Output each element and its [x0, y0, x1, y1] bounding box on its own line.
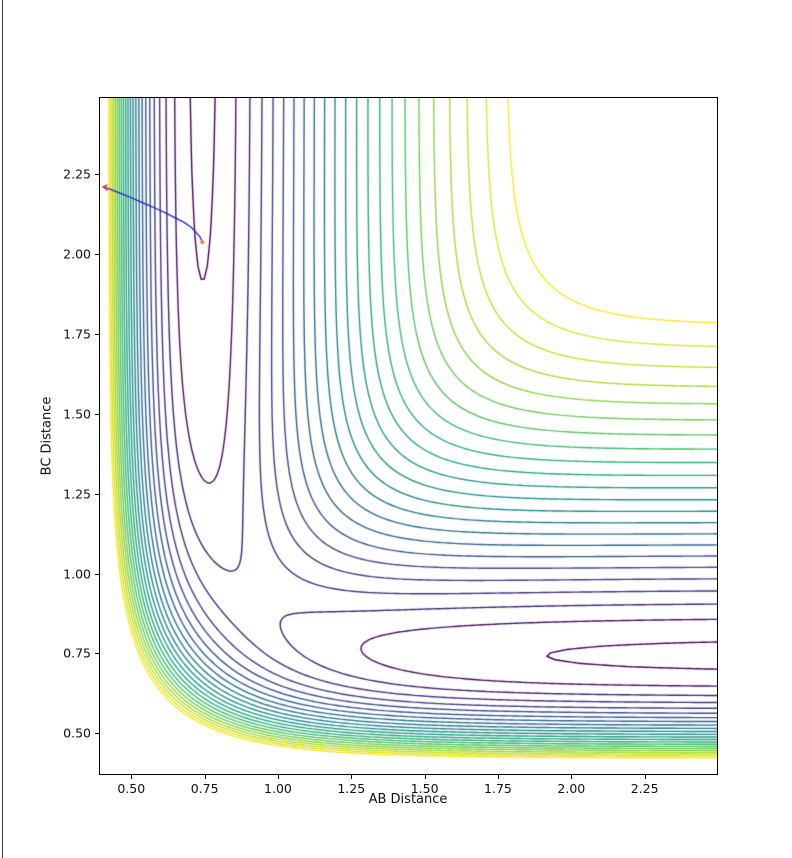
x-tick-mark — [571, 775, 573, 779]
y-tick-label: 1.50 — [63, 406, 91, 422]
contour-plot-canvas — [99, 97, 718, 775]
x-tick-label: 2.00 — [557, 781, 586, 796]
x-tick-mark — [277, 775, 279, 779]
y-tick-mark — [95, 413, 99, 415]
x-tick-label: 1.50 — [410, 781, 439, 796]
x-tick-label: 1.00 — [264, 781, 292, 796]
y-axis-label: BC Distance — [39, 396, 55, 476]
x-tick-label: 0.50 — [117, 781, 146, 796]
y-tick-label: 2.25 — [63, 166, 91, 182]
x-tick-label: 0.75 — [190, 781, 219, 796]
x-axis-label: AB Distance — [368, 792, 448, 807]
window-left-edge-line — [2, 0, 3, 858]
y-tick-mark — [95, 573, 99, 575]
y-tick-label: 0.50 — [63, 725, 91, 741]
y-tick-mark — [95, 253, 99, 255]
y-tick-label: 1.25 — [63, 486, 91, 502]
y-tick-label: 2.00 — [63, 246, 91, 262]
y-tick-mark — [95, 733, 99, 735]
y-tick-label: 1.75 — [63, 326, 91, 342]
y-tick-mark — [95, 653, 99, 655]
x-tick-label: 1.25 — [337, 781, 366, 796]
x-tick-label: 2.25 — [630, 781, 659, 796]
x-tick-mark — [497, 775, 499, 779]
x-tick-mark — [131, 775, 133, 779]
x-tick-mark — [204, 775, 206, 779]
y-tick-mark — [95, 333, 99, 335]
x-tick-label: 1.75 — [484, 781, 512, 796]
y-tick-label: 1.00 — [63, 566, 91, 582]
x-tick-mark — [351, 775, 353, 779]
x-tick-mark — [424, 775, 426, 779]
y-tick-mark — [95, 493, 99, 495]
y-tick-mark — [95, 173, 99, 175]
y-tick-label: 0.75 — [63, 645, 91, 661]
x-tick-mark — [644, 775, 646, 779]
